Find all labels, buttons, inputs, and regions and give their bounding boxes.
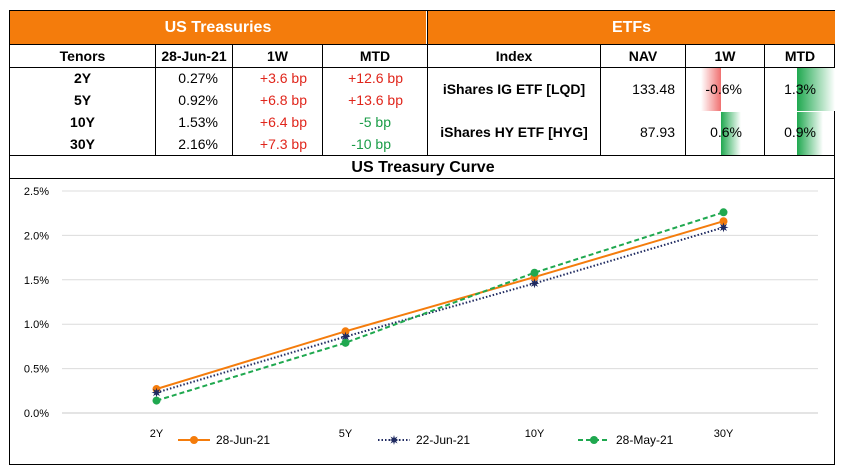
data-point — [152, 396, 161, 405]
divider — [10, 178, 835, 179]
etf-mtd-change: 0.9% — [784, 124, 816, 140]
etfs-col-mtd: MTD — [784, 48, 816, 64]
x-tick-label: 10Y — [525, 428, 545, 440]
etf-1w-change: 0.6% — [710, 124, 742, 140]
divider — [10, 44, 835, 45]
treasury-tenor: 30Y — [70, 136, 95, 152]
divider — [155, 45, 156, 155]
y-tick-label: 2.0% — [24, 230, 49, 242]
series-line — [156, 226, 724, 394]
treasury-mtd-change: +12.6 bp — [348, 70, 403, 86]
series-line — [156, 220, 724, 390]
legend-marker — [590, 436, 598, 444]
treasury-1w-change: +3.6 bp — [259, 70, 307, 86]
x-tick-label: 5Y — [339, 428, 353, 440]
data-point — [151, 387, 162, 398]
chart-title: US Treasury Curve — [351, 159, 495, 176]
hyg-1w-data-bar — [721, 112, 741, 155]
etfs-col-nav: NAV — [628, 48, 658, 64]
data-point — [341, 338, 350, 347]
lqd-1w-data-bar — [701, 68, 722, 111]
etf-nav: 133.48 — [632, 81, 675, 97]
treasury-mtd-change: +13.6 bp — [348, 92, 403, 108]
data-point — [530, 268, 539, 277]
series-line — [156, 211, 724, 402]
treasury-1w-change: +6.4 bp — [259, 114, 307, 130]
treasury-1w-change: +6.8 bp — [259, 92, 307, 108]
treasury-tenor: 2Y — [73, 70, 92, 86]
treasuries-col-mtd: MTD — [359, 48, 391, 64]
etf-index-name: iShares IG ETF [LQD] — [442, 81, 586, 97]
treasury-yield: 2.16% — [178, 136, 218, 152]
divider — [10, 67, 835, 68]
etfs-col-index: Index — [495, 48, 533, 64]
y-tick-label: 2.5% — [24, 186, 49, 198]
divider — [427, 11, 428, 155]
data-point — [719, 217, 728, 226]
treasuries-header: US Treasuries — [10, 11, 426, 44]
data-point — [341, 327, 350, 336]
etfs-col-1w: 1W — [714, 48, 736, 64]
treasuries-col-date: 28-Jun-21 — [161, 48, 227, 64]
data-point — [719, 208, 728, 217]
divider — [600, 45, 601, 155]
etf-1w-change: -0.6% — [705, 81, 742, 97]
data-point — [718, 222, 729, 233]
treasuries-col-tenors: Tenors — [59, 48, 106, 64]
treasuries-col-1w: 1W — [267, 48, 288, 64]
treasury-yield: 0.92% — [178, 92, 218, 108]
dashboard-frame — [9, 10, 835, 465]
legend-label: 28-Jun-21 — [216, 433, 270, 447]
lqd-mtd-data-bar — [796, 68, 835, 111]
y-tick-label: 1.5% — [24, 275, 49, 287]
data-point — [340, 331, 351, 342]
etf-nav: 87.93 — [639, 124, 675, 140]
treasury-yield: 0.27% — [178, 70, 218, 86]
legend-label: 22-Jun-21 — [416, 433, 470, 447]
legend-marker — [389, 435, 399, 445]
divider — [764, 45, 765, 155]
etf-index-name: iShares HY ETF [HYG] — [440, 124, 588, 140]
y-tick-label: 0.5% — [24, 364, 49, 376]
hyg-mtd-data-bar — [796, 112, 824, 155]
treasury-tenor: 10Y — [70, 114, 95, 130]
treasury-mtd-change: -10 bp — [351, 136, 391, 152]
divider — [322, 45, 323, 155]
x-tick-label: 30Y — [714, 428, 734, 440]
data-point — [529, 278, 540, 289]
treasury-mtd-change: -5 bp — [359, 114, 391, 130]
legend-label: 28-May-21 — [616, 433, 674, 447]
y-tick-label: 0.0% — [24, 408, 49, 420]
x-tick-label: 2Y — [150, 428, 164, 440]
treasury-tenor: 5Y — [73, 92, 92, 108]
divider — [685, 45, 686, 155]
treasury-1w-change: +7.3 bp — [259, 136, 307, 152]
legend-marker — [190, 436, 198, 444]
etf-mtd-change: 1.3% — [784, 81, 816, 97]
divider — [232, 45, 233, 155]
divider — [10, 155, 835, 156]
y-tick-label: 1.0% — [24, 319, 49, 331]
etfs-header: ETFs — [428, 11, 835, 44]
treasury-yield: 1.53% — [178, 114, 218, 130]
